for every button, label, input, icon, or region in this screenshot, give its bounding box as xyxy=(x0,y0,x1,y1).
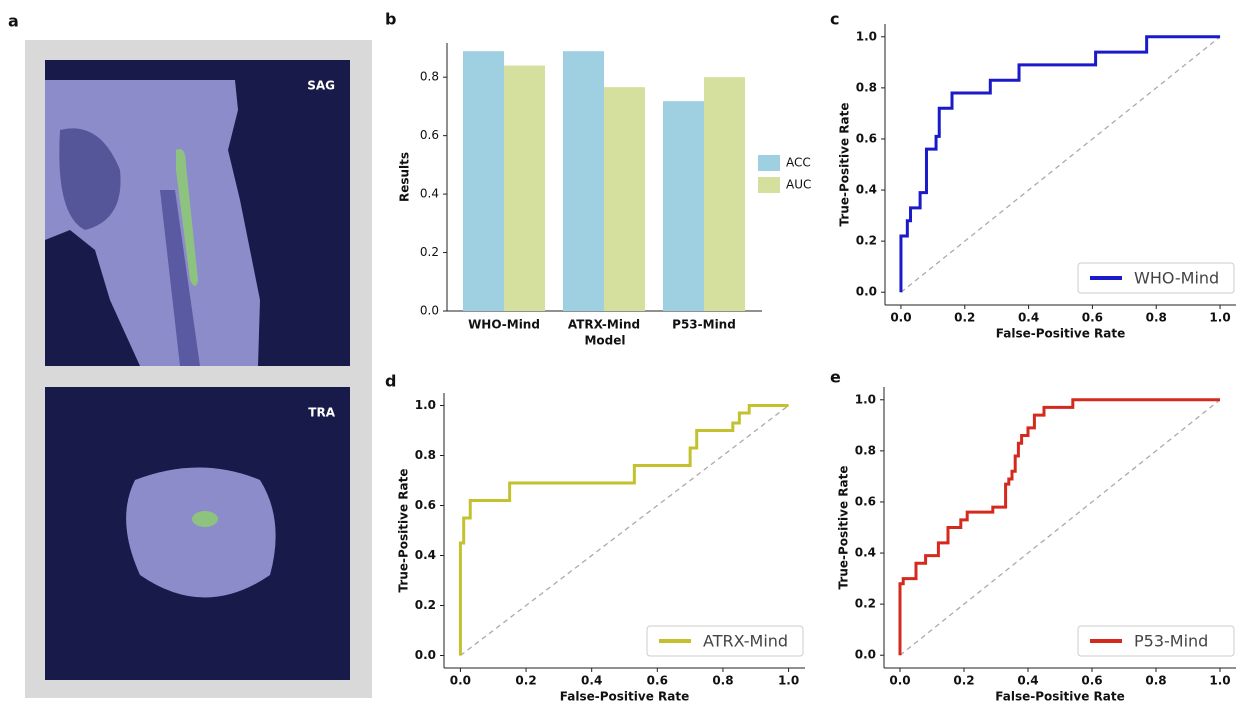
x-tick-label: 0.0 xyxy=(889,674,910,688)
view-label: SAG xyxy=(307,79,335,93)
y-tick-label: 0.8 xyxy=(415,448,436,462)
y-tick-label: 0.0 xyxy=(856,285,877,299)
x-axis-label: False-Positive Rate xyxy=(996,327,1125,341)
y-tick-label: 0.8 xyxy=(855,443,876,457)
x-tick-label: 1.0 xyxy=(1209,674,1230,688)
chance-line xyxy=(901,37,1220,292)
view-label: TRA xyxy=(308,406,335,420)
x-axis-label: Model xyxy=(584,334,625,348)
figure: a SAG TRA b 0.0 0.2 0.4 0.6 0.8 WHO-Mind ATRX-M… xyxy=(0,0,1239,704)
legend-label: AUC xyxy=(786,178,811,192)
tra-image: TRA xyxy=(45,387,350,680)
y-tick-label: 1.0 xyxy=(415,398,436,412)
x-tick-label: 0.4 xyxy=(1018,311,1039,325)
bar xyxy=(504,66,545,311)
y-tick-label: 0.8 xyxy=(856,80,877,94)
y-axis-label: True-Positive Rate xyxy=(837,466,851,590)
x-tick-label: 0.2 xyxy=(954,311,975,325)
x-tick-label: P53-Mind xyxy=(672,318,736,332)
y-axis-label: True-Positive Rate xyxy=(838,103,852,227)
y-tick-label: 0.6 xyxy=(855,494,876,508)
sag-image: SAG xyxy=(45,60,350,366)
y-tick-label: 1.0 xyxy=(855,392,876,406)
x-tick-label: ATRX-Mind xyxy=(568,318,640,332)
x-tick-label: WHO-Mind xyxy=(468,318,540,332)
y-tick-label: 0.2 xyxy=(415,598,436,612)
x-axis-label: False-Positive Rate xyxy=(560,690,689,704)
legend-swatch xyxy=(758,177,780,193)
y-tick-label: 0.4 xyxy=(415,548,436,562)
y-tick-label: 0.4 xyxy=(856,183,877,197)
bar xyxy=(704,77,745,311)
panel-label: d xyxy=(385,372,396,391)
bar xyxy=(604,87,645,311)
x-tick-label: 1.0 xyxy=(1209,311,1230,325)
y-tick-label: 0.6 xyxy=(856,131,877,145)
y-tick-label: 0.8 xyxy=(420,70,439,84)
y-tick-label: 1.0 xyxy=(856,29,877,43)
x-tick-label: 0.2 xyxy=(515,674,536,688)
legend-label: P53-Mind xyxy=(1134,632,1208,651)
y-tick-label: 0.4 xyxy=(855,546,876,560)
x-tick-label: 0.8 xyxy=(1146,311,1167,325)
legend-label: ATRX-Mind xyxy=(703,632,788,651)
bar xyxy=(463,51,504,311)
y-tick-label: 0.0 xyxy=(855,648,876,662)
y-tick-label: 0.0 xyxy=(415,648,436,662)
panel-label: c xyxy=(830,10,839,29)
x-tick-label: 0.6 xyxy=(647,674,668,688)
y-tick-label: 0.4 xyxy=(420,187,439,201)
x-tick-label: 0.0 xyxy=(450,674,471,688)
x-tick-label: 1.0 xyxy=(778,674,799,688)
legend-label: ACC xyxy=(786,156,811,170)
legend-swatch xyxy=(758,155,780,171)
x-tick-label: 0.0 xyxy=(890,311,911,325)
x-tick-label: 0.6 xyxy=(1082,311,1103,325)
x-tick-label: 0.2 xyxy=(953,674,974,688)
y-tick-label: 0.2 xyxy=(856,234,877,248)
page: a SAG TRA b 0.0 0.2 0.4 0.6 0.8 WHO-Mind ATRX-M… xyxy=(0,0,1239,704)
y-tick-label: 0.0 xyxy=(420,304,439,318)
legend-label: WHO-Mind xyxy=(1134,269,1219,288)
x-axis-label: False-Positive Rate xyxy=(995,690,1124,704)
x-tick-label: 0.4 xyxy=(581,674,602,688)
bar xyxy=(563,51,604,311)
y-tick-label: 0.2 xyxy=(855,597,876,611)
x-tick-label: 0.8 xyxy=(1145,674,1166,688)
panel-label: b xyxy=(385,10,396,29)
bar xyxy=(663,101,704,311)
panel-label: e xyxy=(830,368,841,387)
y-tick-label: 0.2 xyxy=(420,245,439,259)
y-tick-label: 0.6 xyxy=(415,498,436,512)
y-axis-label: True-Positive Rate xyxy=(397,469,411,593)
panel-label: a xyxy=(8,12,19,31)
y-tick-label: 0.6 xyxy=(420,128,439,142)
x-tick-label: 0.6 xyxy=(1081,674,1102,688)
y-axis-label: Results xyxy=(398,152,412,202)
x-tick-label: 0.8 xyxy=(712,674,733,688)
x-tick-label: 0.4 xyxy=(1017,674,1038,688)
chance-line xyxy=(460,406,788,656)
